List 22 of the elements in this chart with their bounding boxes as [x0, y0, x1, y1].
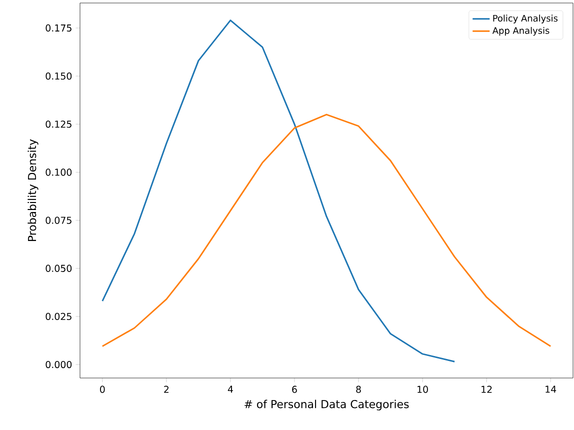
- line-series: [102, 20, 456, 362]
- x-tick-label: 2: [164, 386, 168, 393]
- x-tick-label: 6: [292, 386, 297, 393]
- x-tick-label: 4: [228, 386, 233, 393]
- y-tick-label: 0.125: [46, 120, 72, 128]
- legend-label: App Analysis: [492, 26, 550, 36]
- x-tick-label: 8: [356, 386, 361, 393]
- x-axis-title: # of Personal Data Categories: [244, 400, 409, 410]
- x-tick-label: 12: [482, 386, 492, 393]
- y-tick-label: 0.100: [46, 168, 72, 176]
- x-tick-label: 10: [418, 386, 428, 393]
- y-tick-label: 0.025: [46, 312, 72, 320]
- y-tick-label: 0.000: [46, 360, 72, 368]
- y-tick-label: 0.175: [46, 24, 72, 32]
- x-tick-label: 0: [100, 386, 105, 393]
- y-axis-title: Probability Density: [28, 139, 38, 241]
- y-tick-label: 0.150: [46, 72, 72, 80]
- x-tick-label: 14: [546, 386, 556, 393]
- line-series: [102, 114, 552, 348]
- legend-label: Policy Analysis: [493, 14, 558, 24]
- y-tick-label: 0.075: [46, 216, 72, 224]
- y-tick-label: 0.050: [46, 264, 72, 272]
